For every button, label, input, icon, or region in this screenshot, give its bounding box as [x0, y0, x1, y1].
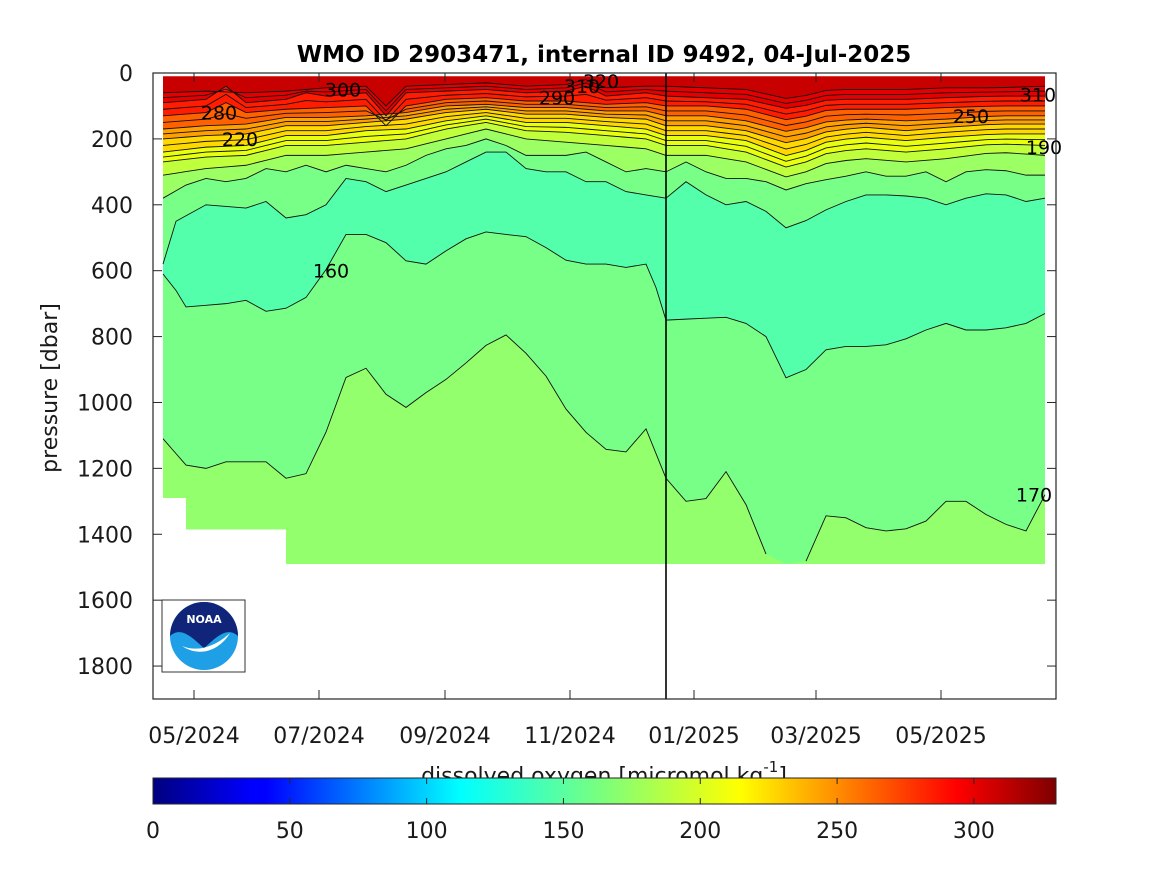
y-tick-label: 600: [91, 260, 133, 285]
contour-label: 310: [564, 76, 600, 98]
contour-line: [162, 103, 1045, 132]
contour-label: 250: [953, 106, 989, 128]
contour-line: [162, 138, 1045, 199]
contour-label: 220: [222, 129, 258, 151]
colorbar-tick-label: 50: [276, 819, 304, 844]
colorbar-tick-label: 0: [146, 819, 160, 844]
contour-line: [162, 100, 1045, 126]
contour-label: 320: [583, 71, 619, 93]
contour-line: [162, 93, 1045, 122]
colorbar-ticks: 0 50 100 150 200 250 300: [146, 778, 995, 844]
contour-label: 300: [325, 79, 361, 101]
y-tick-label: 1800: [77, 655, 133, 680]
plot-area: [162, 76, 1046, 564]
contour-line: [162, 151, 1046, 265]
contour-label: 290: [539, 88, 575, 110]
y-tick-label: 1200: [77, 457, 133, 482]
contour-line: [162, 118, 1046, 162]
y-tick-label: 800: [91, 326, 133, 351]
colorbar-tick-label: 300: [953, 819, 995, 844]
y-tick-label: 1400: [77, 523, 133, 548]
contour-line: [162, 334, 1046, 562]
contour-label: 160: [313, 261, 349, 283]
contour-line: [162, 112, 1045, 150]
y-tick-label: 200: [91, 128, 133, 153]
contour-label: 190: [1026, 137, 1062, 159]
contour-label: 310: [1020, 84, 1056, 106]
y-axis-label: pressure [dbar]: [38, 303, 63, 473]
svg-text:NOAA: NOAA: [186, 613, 222, 626]
x-tick-label: 07/2024: [273, 724, 364, 749]
x-tick-label: 11/2024: [524, 724, 615, 749]
contour-label: 170: [1016, 485, 1052, 507]
y-tick-label: 0: [119, 62, 133, 87]
contour-line: [162, 106, 1045, 138]
contour-line: [162, 121, 1046, 168]
axes-box: [152, 72, 1057, 700]
contour-line: [162, 115, 1045, 156]
contour-line: [162, 231, 1046, 379]
y-axis: 0 200 400 600 800 1000 1200 1400 1600 1800: [77, 62, 1056, 680]
x-tick-label: 05/2025: [895, 724, 986, 749]
colorbar-tick-label: 100: [406, 819, 448, 844]
x-tick-label: 09/2024: [399, 724, 490, 749]
x-axis: 05/2024 07/2024 09/2024 11/2024 01/2025 03/20…: [148, 73, 987, 749]
y-tick-label: 400: [91, 194, 133, 219]
colorbar: [152, 777, 1057, 805]
y-tick-label: 1600: [77, 589, 133, 614]
contour-label: 280: [201, 103, 237, 125]
oxygen-field: [163, 76, 1045, 564]
chart-title: WMO ID 2903471, internal ID 9492, 04-Jul…: [297, 42, 912, 68]
x-tick-label: 01/2025: [648, 724, 739, 749]
colorbar-tick-label: 250: [816, 819, 858, 844]
colorbar-tick-label: 200: [679, 819, 721, 844]
contour-line: [162, 128, 1046, 178]
contour-line: [162, 82, 1046, 112]
contour-line: [162, 85, 1045, 117]
colorbar-tick-label: 150: [542, 819, 584, 844]
contour-line: [162, 108, 1045, 144]
oxygen-layer: [163, 334, 1045, 564]
noaa-logo: NOAA: [161, 599, 246, 673]
y-tick-label: 1000: [77, 391, 133, 416]
contour-lines: [162, 79, 1046, 562]
contour-line: [162, 79, 1046, 107]
x-tick-label: 05/2024: [148, 724, 239, 749]
contour-line: [162, 97, 1045, 127]
x-tick-label: 03/2025: [770, 724, 861, 749]
